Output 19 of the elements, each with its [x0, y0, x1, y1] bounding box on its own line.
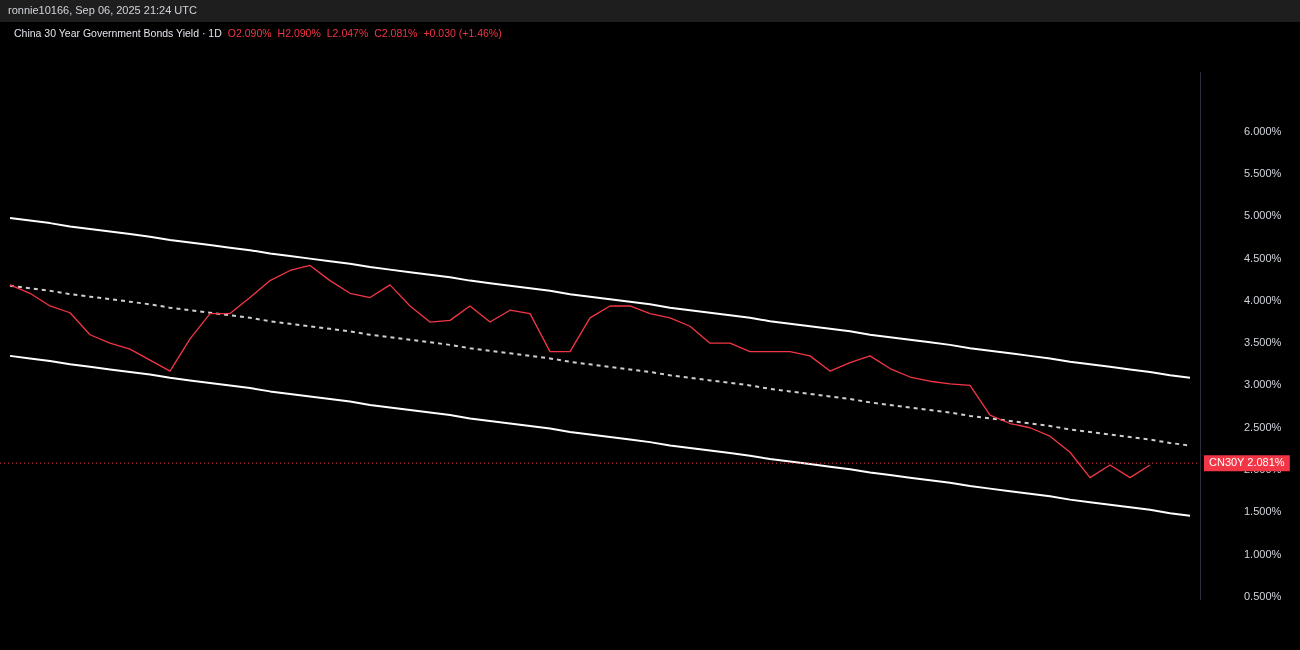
y-tick-label: 3.500% [1244, 336, 1282, 349]
chart-title: China 30 Year Government Bonds Yield · 1D [14, 27, 222, 39]
y-tick-label: 4.000% [1244, 293, 1282, 306]
y-tick-label: 5.500% [1244, 167, 1282, 180]
text: O2.090% [227, 27, 272, 39]
y-tick-label: 5.000% [1244, 209, 1282, 222]
text: L2.047% [326, 27, 369, 39]
text: C2.081% [374, 27, 418, 39]
ref-line-label: CN30Y 2.081% [1209, 456, 1285, 469]
y-tick-label: 1.000% [1244, 547, 1282, 560]
text: H2.090% [277, 27, 321, 39]
y-tick-label: 3.000% [1244, 378, 1282, 391]
y-tick-label: 6.000% [1244, 124, 1282, 137]
y-tick-label: 2.500% [1244, 420, 1282, 433]
text: +0.030 (+1.46%) [423, 27, 502, 39]
y-tick-label: 0.500% [1244, 589, 1282, 602]
y-tick-label: 4.500% [1244, 251, 1282, 264]
y-tick-label: 1.500% [1244, 505, 1282, 518]
text: ronnie10166, Sep 06, 2025 21:24 UTC [8, 4, 197, 16]
